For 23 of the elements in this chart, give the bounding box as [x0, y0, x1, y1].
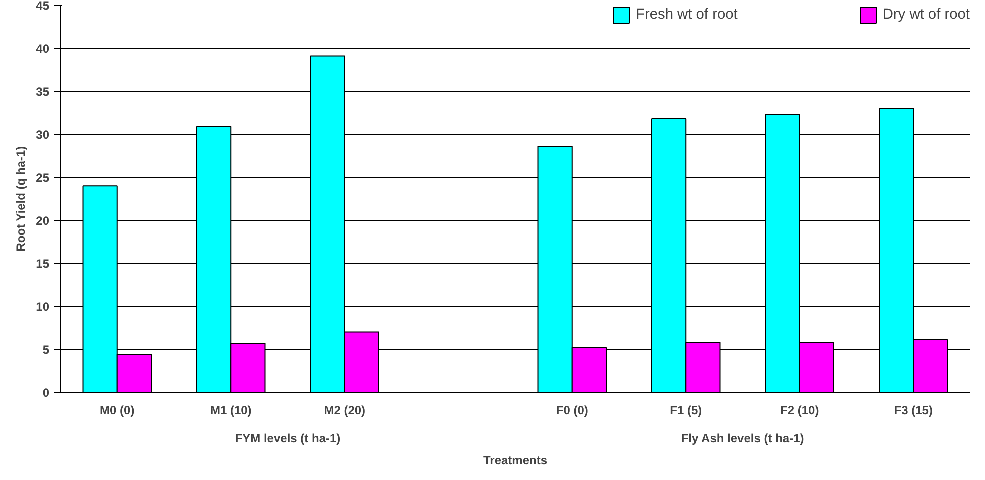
x-tick-label: M0 (0): [100, 404, 135, 418]
y-tick-label: 35: [36, 85, 50, 99]
text: FYM levels (t ha-1): [235, 432, 341, 446]
y-tick-label: 25: [36, 171, 50, 185]
x-tick-label: F3 (15): [894, 404, 933, 418]
x-tick-label: F1 (5): [670, 404, 702, 418]
y-tick-label: 10: [36, 300, 50, 314]
y-tick-label: 40: [36, 42, 50, 56]
x-axis-title: Treatments: [483, 454, 548, 468]
legend-label: Dry wt of root: [882, 7, 970, 23]
y-tick-label: 20: [36, 214, 50, 228]
legend-label: Fresh wt of root: [636, 7, 738, 23]
y-tick-label: 5: [42, 343, 50, 357]
y-axis-title: Root Yield (q ha-1): [14, 146, 28, 252]
y-tick-label: 45: [36, 0, 50, 13]
y-tick-label: 15: [36, 257, 50, 271]
text: Fly Ash levels (t ha-1): [681, 432, 804, 446]
x-tick-label: M1 (10): [210, 404, 252, 418]
x-tick-label: M2 (20): [324, 404, 366, 418]
x-tick-label: F0 (0): [556, 404, 588, 418]
y-tick-label: 0: [42, 386, 50, 400]
x-tick-label: F2 (10): [780, 404, 820, 418]
y-tick-label: 30: [36, 128, 50, 142]
